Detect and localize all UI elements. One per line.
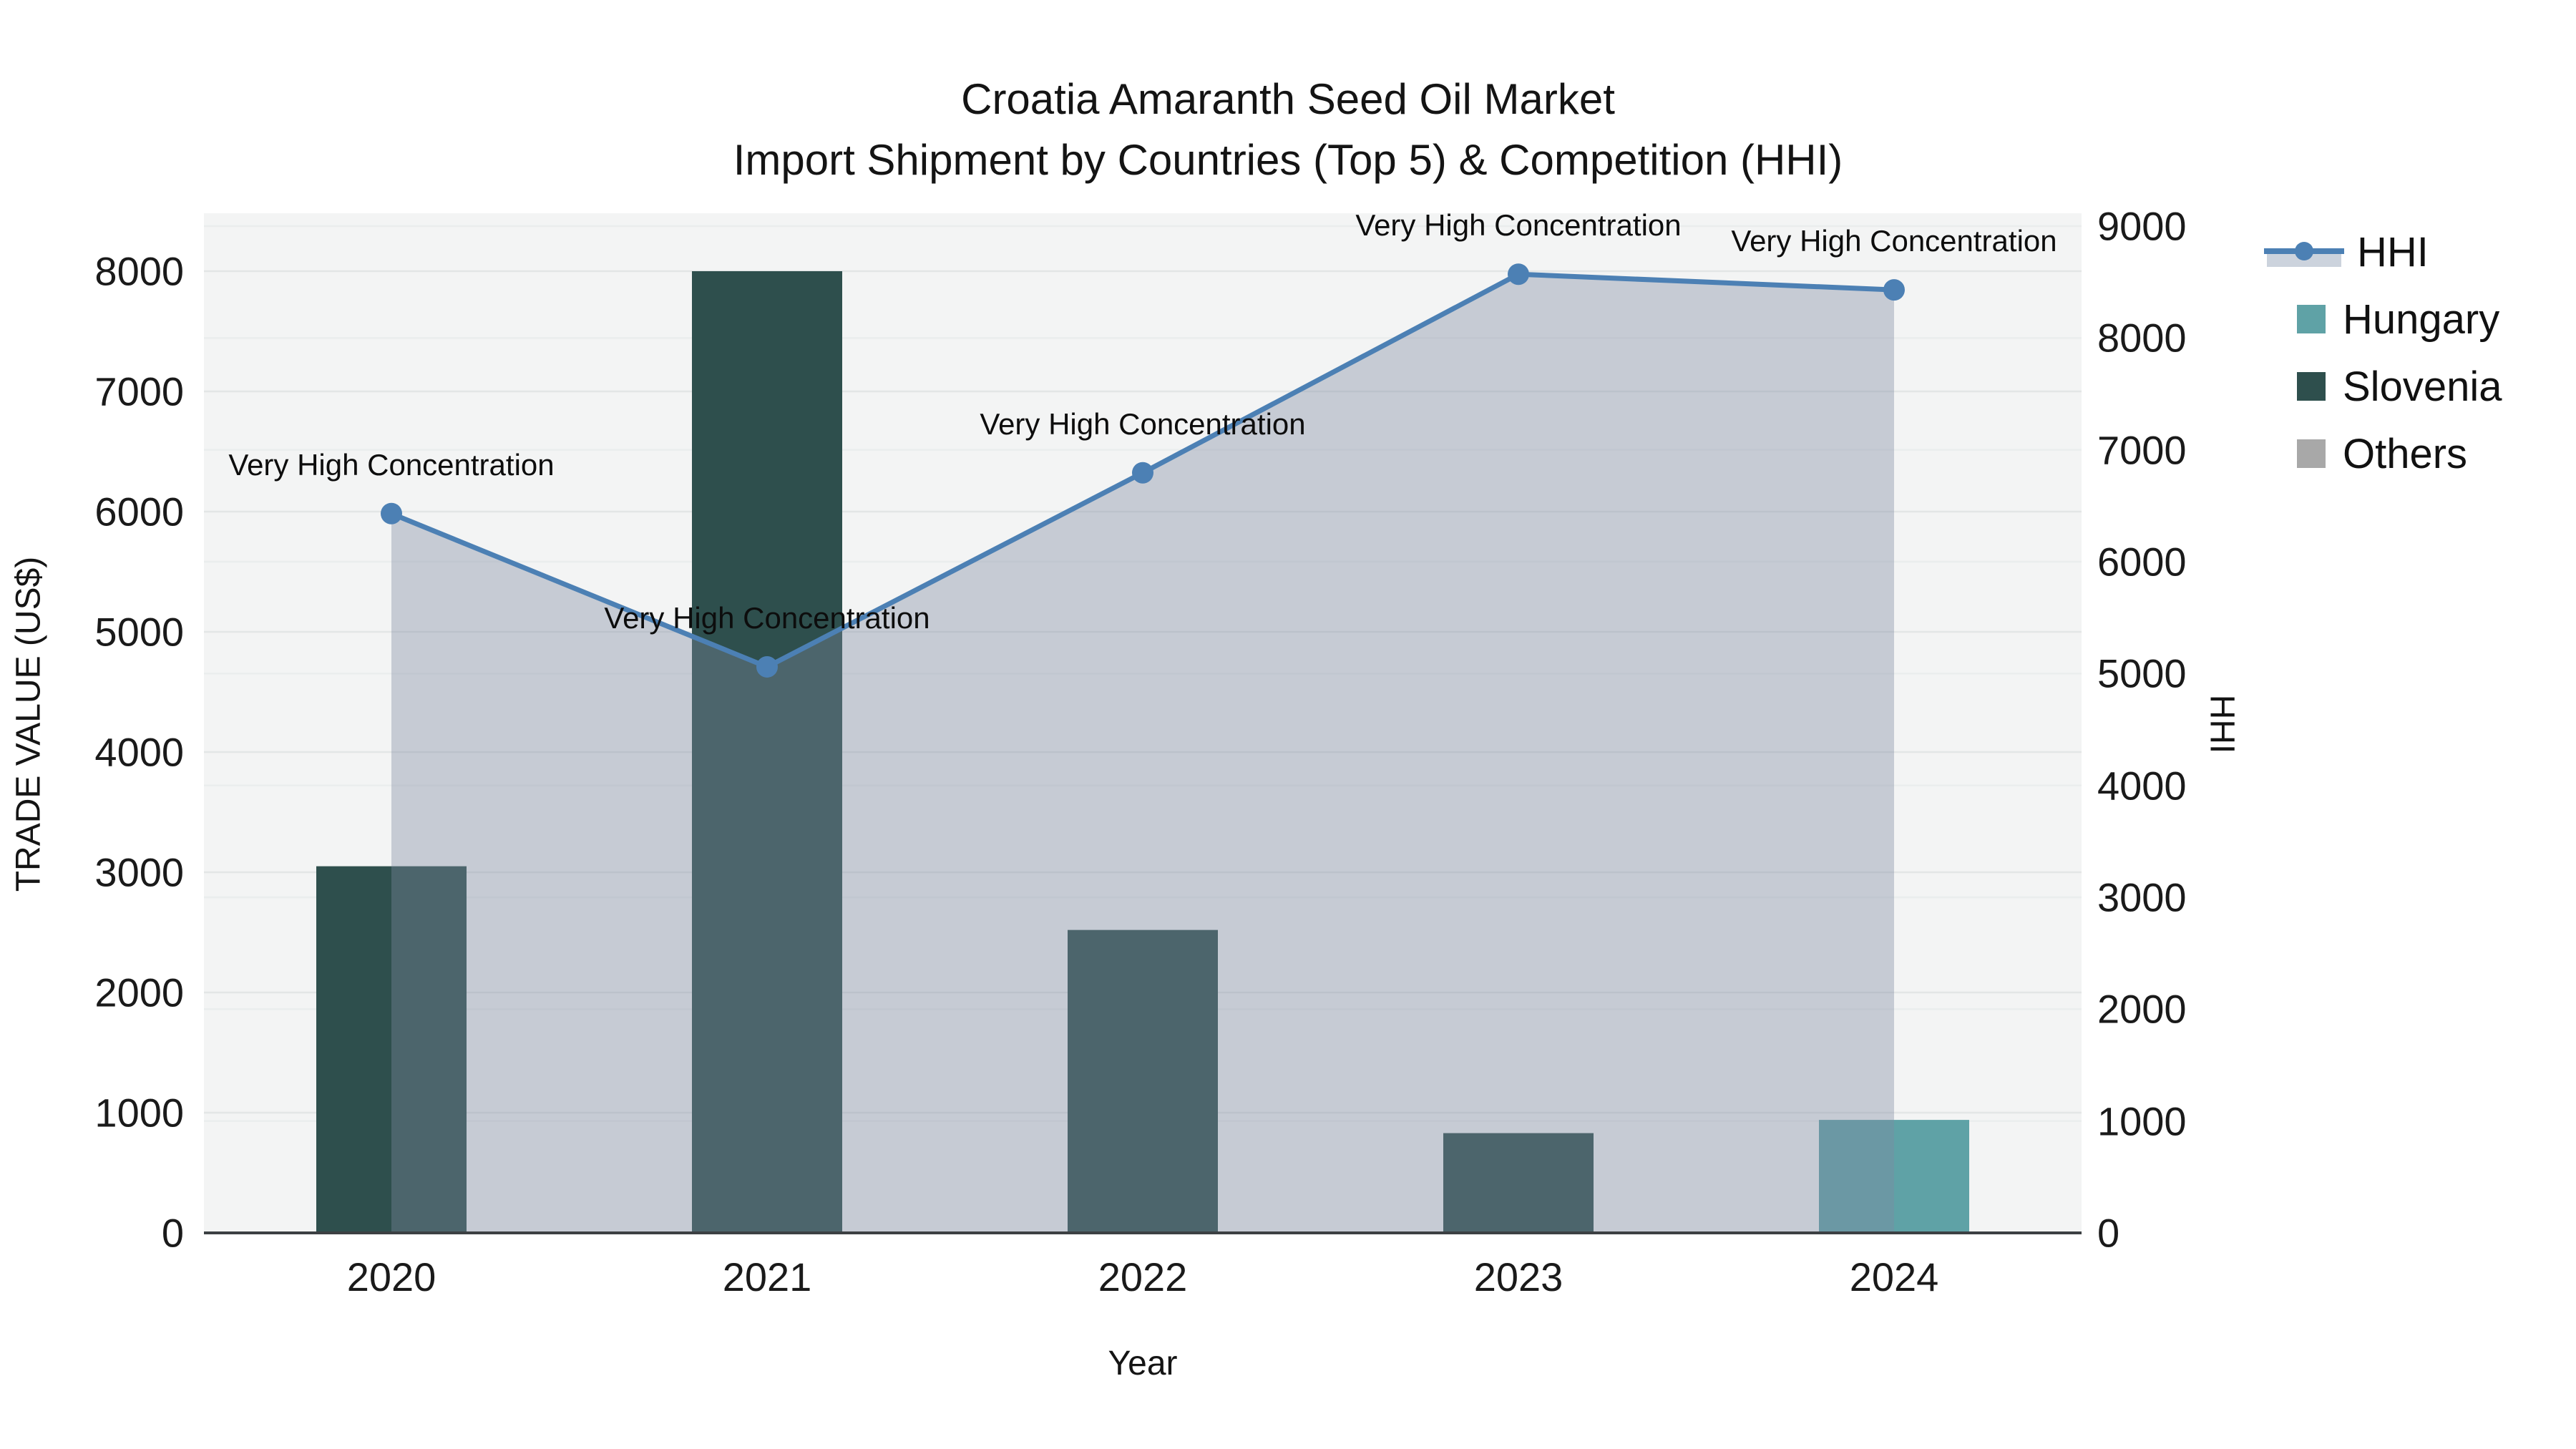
y-left-tick-5000: 5000 — [94, 609, 184, 655]
y-left-tick-3000: 3000 — [94, 849, 184, 895]
y-left-tick-4000: 4000 — [94, 729, 184, 775]
y-left-tick-7000: 7000 — [94, 369, 184, 414]
hhi-marker-2023[interactable] — [1508, 263, 1529, 286]
y-right-tick-0: 0 — [2097, 1210, 2120, 1256]
hhi-line-legend-glyph — [2264, 242, 2344, 267]
bar-slovenia-2021[interactable] — [692, 271, 842, 1233]
y-left-tick-1000: 1000 — [94, 1090, 184, 1136]
y-right-tick-4000: 4000 — [2097, 763, 2187, 809]
x-tick-2022: 2022 — [1098, 1254, 1188, 1299]
y-right-tick-5000: 5000 — [2097, 650, 2187, 696]
y-right-tick-7000: 7000 — [2097, 427, 2187, 473]
legend-label-hungary: Hungary — [2343, 296, 2500, 343]
plot-area — [204, 213, 2082, 1234]
annotation-2020: Very High Concentration — [228, 447, 555, 482]
y-left-tick-0: 0 — [161, 1210, 184, 1256]
legend-label-hhi: HHI — [2357, 228, 2429, 275]
y-left-tick-8000: 8000 — [94, 248, 184, 294]
legend-item-others[interactable]: Others — [2297, 431, 2502, 477]
bar-hungary-2024[interactable] — [1819, 1120, 1969, 1233]
bar-slovenia-2020[interactable] — [316, 866, 467, 1233]
bar-slovenia-2022[interactable] — [1068, 930, 1218, 1233]
chart-title-line2: Import Shipment by Countries (Top 5) & C… — [733, 136, 1843, 185]
slovenia-swatch-icon — [2297, 372, 2326, 401]
annotation-2022: Very High Concentration — [980, 406, 1306, 441]
y-right-tick-3000: 3000 — [2097, 874, 2187, 920]
chart-title: Croatia Amaranth Seed Oil Market Import … — [0, 69, 2576, 190]
y-right-tick-2000: 2000 — [2097, 986, 2187, 1032]
chart-title-line1: Croatia Amaranth Seed Oil Market — [961, 75, 1615, 123]
hhi-area-fill — [391, 274, 1894, 1233]
y-right-tick-1000: 1000 — [2097, 1098, 2187, 1144]
x-tick-2021: 2021 — [722, 1254, 812, 1299]
hhi-marker-2022[interactable] — [1132, 462, 1153, 484]
annotation-2021: Very High Concentration — [604, 600, 930, 635]
x-axis-title: Year — [1108, 1345, 1178, 1382]
y-right-tick-8000: 8000 — [2097, 315, 2187, 361]
x-tick-2023: 2023 — [1473, 1254, 1563, 1299]
annotation-2023: Very High Concentration — [1355, 208, 1682, 243]
x-tick-2024: 2024 — [1849, 1254, 1939, 1299]
hhi-marker-2020[interactable] — [381, 502, 402, 525]
legend-item-slovenia[interactable]: Slovenia — [2297, 363, 2502, 410]
hhi-marker-2021[interactable] — [756, 655, 778, 678]
legend-label-slovenia: Slovenia — [2343, 363, 2502, 410]
legend-item-hhi[interactable]: HHI — [2264, 228, 2502, 275]
y-right-axis-title: HHI — [2202, 694, 2241, 754]
y-left-tick-2000: 2000 — [94, 970, 184, 1015]
y-right-tick-6000: 6000 — [2097, 539, 2187, 585]
y-left-axis-title: TRADE VALUE (US$) — [9, 556, 48, 892]
legend-item-hungary[interactable]: Hungary — [2297, 296, 2502, 343]
y-left-tick-6000: 6000 — [94, 489, 184, 535]
hungary-swatch-icon — [2297, 305, 2326, 333]
hhi-marker-2024[interactable] — [1883, 279, 1905, 301]
annotation-2024: Very High Concentration — [1731, 224, 2057, 258]
legend-label-others: Others — [2343, 430, 2468, 477]
y-right-tick-9000: 9000 — [2097, 203, 2187, 249]
bar-slovenia-2023[interactable] — [1443, 1133, 1594, 1233]
legend: HHI Hungary Slovenia Others — [2264, 228, 2502, 498]
x-tick-2020: 2020 — [346, 1254, 436, 1299]
others-swatch-icon — [2297, 439, 2326, 468]
